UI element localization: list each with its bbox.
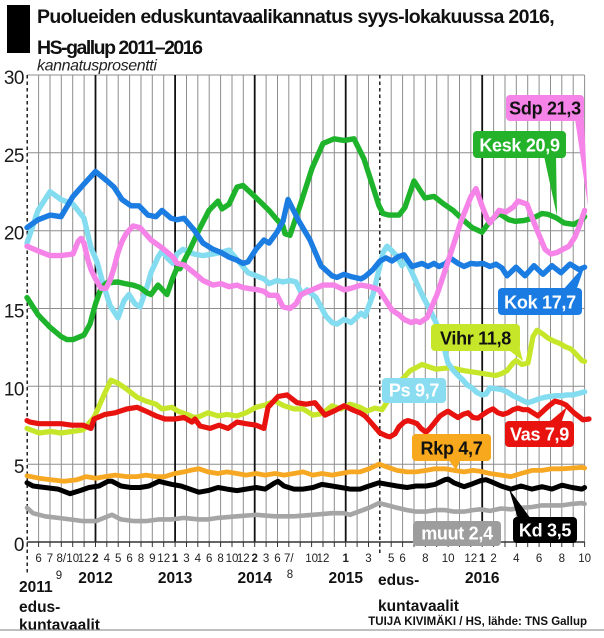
svg-text:9: 9 (56, 570, 62, 582)
svg-text:2: 2 (490, 553, 496, 565)
svg-text:Kok 17,7: Kok 17,7 (504, 293, 576, 313)
svg-text:3: 3 (263, 553, 269, 565)
svg-text:2012: 2012 (78, 570, 112, 587)
svg-text:8/: 8/ (57, 553, 67, 565)
svg-text:6: 6 (399, 553, 405, 565)
svg-text:TUIJA KIVIMÄKI / HS, lähde: TN: TUIJA KIVIMÄKI / HS, lähde: TNS Gallup (368, 615, 587, 628)
svg-text:10: 10 (442, 553, 455, 565)
svg-text:6: 6 (35, 553, 41, 565)
svg-text:5: 5 (115, 553, 121, 565)
svg-text:2016: 2016 (465, 570, 500, 587)
svg-text:30: 30 (4, 68, 24, 89)
svg-text:7/: 7/ (284, 553, 294, 565)
svg-text:5: 5 (14, 457, 24, 478)
svg-text:15: 15 (4, 302, 24, 323)
svg-text:2013: 2013 (158, 570, 193, 587)
svg-text:8: 8 (422, 553, 428, 565)
svg-text:HS-gallup 2011–2016: HS-gallup 2011–2016 (37, 37, 203, 59)
svg-text:8: 8 (287, 569, 293, 581)
svg-text:kuntavaalit: kuntavaalit (378, 598, 459, 615)
svg-text:Kesk 20,9: Kesk 20,9 (479, 136, 560, 156)
svg-text:12: 12 (78, 553, 91, 565)
svg-text:6: 6 (536, 553, 542, 565)
svg-text:kannatusprosentti: kannatusprosentti (37, 58, 157, 75)
svg-text:1: 1 (479, 553, 486, 565)
svg-text:Vas 7,9: Vas 7,9 (510, 425, 569, 445)
svg-text:10: 10 (305, 553, 318, 565)
svg-text:Sdp 21,3: Sdp 21,3 (509, 99, 581, 119)
svg-text:Kd 3,5: Kd 3,5 (519, 521, 572, 541)
svg-text:2: 2 (251, 553, 257, 565)
svg-text:10: 10 (4, 379, 24, 400)
svg-text:1: 1 (342, 553, 349, 565)
svg-text:edus-: edus- (19, 599, 60, 616)
svg-text:3: 3 (365, 553, 371, 565)
svg-text:2011: 2011 (19, 579, 53, 596)
svg-text:4: 4 (513, 553, 520, 565)
svg-text:8: 8 (138, 553, 144, 565)
svg-text:10: 10 (226, 553, 239, 565)
svg-text:muut 2,4: muut 2,4 (421, 524, 493, 544)
svg-text:Vihr 11,8: Vihr 11,8 (440, 329, 511, 349)
svg-text:25: 25 (4, 146, 24, 167)
svg-text:2014: 2014 (237, 570, 272, 587)
svg-text:6: 6 (274, 553, 280, 565)
svg-text:0: 0 (14, 535, 24, 556)
svg-text:5: 5 (388, 553, 394, 565)
svg-text:7: 7 (47, 553, 53, 565)
svg-text:2015: 2015 (328, 570, 363, 587)
svg-text:20: 20 (4, 224, 24, 245)
svg-text:12: 12 (464, 553, 477, 565)
svg-text:12: 12 (237, 553, 250, 565)
svg-text:1: 1 (172, 553, 179, 565)
svg-text:edus-: edus- (378, 572, 419, 589)
svg-text:8: 8 (217, 553, 223, 565)
svg-text:6: 6 (206, 553, 212, 565)
svg-text:12: 12 (157, 553, 170, 565)
svg-text:4: 4 (195, 553, 202, 565)
svg-text:Ps 9,7: Ps 9,7 (389, 381, 440, 401)
svg-text:4: 4 (104, 553, 111, 565)
svg-text:8: 8 (559, 553, 565, 565)
svg-text:10: 10 (578, 553, 591, 565)
svg-text:Rkp 4,7: Rkp 4,7 (421, 439, 483, 459)
svg-text:3: 3 (183, 553, 189, 565)
svg-text:2: 2 (92, 553, 98, 565)
svg-text:9: 9 (149, 553, 155, 565)
svg-text:6: 6 (126, 553, 132, 565)
svg-text:Puolueiden eduskuntavaalikanna: Puolueiden eduskuntavaalikannatus syys-l… (37, 6, 554, 28)
svg-text:12: 12 (317, 553, 330, 565)
svg-text:10: 10 (66, 553, 79, 565)
